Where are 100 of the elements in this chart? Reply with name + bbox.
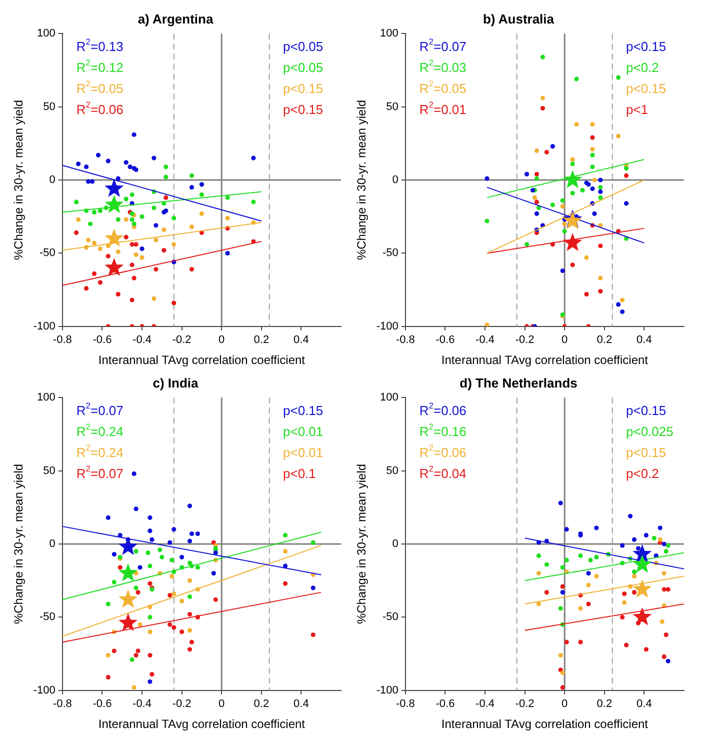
point bbox=[282, 532, 288, 538]
point bbox=[578, 606, 583, 611]
point bbox=[118, 565, 122, 570]
point bbox=[148, 581, 152, 586]
point bbox=[590, 146, 595, 152]
point bbox=[636, 546, 641, 551]
y-tick-label: -50 bbox=[382, 247, 398, 260]
annotation: p<0.15 bbox=[626, 445, 666, 460]
y-axis-title: %Change in 30-yr. mean yield bbox=[12, 100, 26, 260]
y-tick-label: 0 bbox=[49, 174, 56, 186]
point bbox=[560, 584, 565, 589]
x-tick-label: -0.2 bbox=[515, 334, 534, 346]
point bbox=[180, 554, 184, 560]
point bbox=[644, 647, 648, 652]
x-tick-label: -0.8 bbox=[396, 698, 415, 710]
point bbox=[132, 132, 136, 137]
point bbox=[106, 674, 110, 680]
x-tick-label: 0.2 bbox=[254, 334, 270, 346]
point bbox=[624, 166, 629, 171]
point bbox=[180, 598, 184, 604]
annotation: p<0.15 bbox=[626, 403, 666, 418]
point bbox=[620, 309, 625, 314]
point bbox=[310, 540, 316, 545]
point bbox=[590, 152, 595, 158]
y-tick-label: -100 bbox=[376, 684, 398, 696]
point bbox=[594, 574, 599, 579]
point bbox=[616, 75, 621, 80]
x-tick-label: 0.4 bbox=[294, 334, 309, 346]
point bbox=[189, 531, 194, 536]
point bbox=[586, 570, 591, 576]
point bbox=[92, 210, 97, 215]
point bbox=[168, 540, 172, 545]
point bbox=[211, 570, 216, 576]
point bbox=[160, 554, 164, 560]
point bbox=[164, 195, 168, 200]
point bbox=[598, 276, 603, 280]
point bbox=[660, 619, 664, 624]
point bbox=[132, 685, 136, 690]
point bbox=[598, 288, 603, 294]
point bbox=[560, 685, 565, 690]
point bbox=[534, 148, 540, 154]
x-tick-label: 0 bbox=[218, 334, 225, 346]
y-tick-label: -100 bbox=[33, 320, 56, 332]
point bbox=[92, 271, 97, 276]
point bbox=[570, 262, 575, 268]
point bbox=[112, 648, 116, 654]
point bbox=[570, 157, 575, 162]
point bbox=[187, 504, 192, 508]
point bbox=[187, 612, 192, 617]
point bbox=[632, 537, 637, 542]
y-tick-label: 0 bbox=[49, 538, 56, 550]
x-tick-label: 0 bbox=[218, 698, 225, 710]
point bbox=[106, 254, 110, 258]
point bbox=[150, 672, 154, 677]
point bbox=[162, 227, 166, 232]
point bbox=[570, 190, 575, 196]
point bbox=[574, 76, 579, 82]
point bbox=[282, 549, 288, 554]
point bbox=[134, 652, 138, 658]
point bbox=[134, 506, 138, 512]
point bbox=[96, 152, 101, 158]
point bbox=[189, 173, 194, 178]
point bbox=[152, 156, 156, 160]
point bbox=[148, 630, 152, 634]
x-tick-label: 0.2 bbox=[596, 334, 612, 346]
point bbox=[189, 267, 194, 272]
point bbox=[162, 248, 166, 253]
point bbox=[106, 652, 110, 658]
x-axis-title: Interannual TAvg correlation coefficient bbox=[441, 353, 649, 368]
point bbox=[195, 531, 200, 536]
point bbox=[586, 582, 591, 588]
y-tick-label: 50 bbox=[386, 464, 398, 477]
point bbox=[532, 195, 538, 200]
point bbox=[620, 543, 625, 548]
point bbox=[98, 246, 103, 252]
point bbox=[138, 622, 142, 627]
x-tick-label: -0.2 bbox=[172, 698, 192, 710]
point bbox=[564, 640, 569, 644]
point bbox=[534, 211, 540, 216]
y-tick-label: -100 bbox=[376, 320, 398, 332]
point bbox=[594, 526, 599, 530]
point bbox=[624, 642, 629, 648]
annotation: p<0.2 bbox=[626, 60, 659, 76]
annotation: p<0.01 bbox=[283, 424, 324, 440]
point bbox=[104, 178, 124, 197]
point bbox=[584, 255, 589, 260]
chart-title: d) The Netherlands bbox=[460, 375, 578, 390]
point bbox=[662, 654, 666, 660]
point bbox=[116, 217, 120, 222]
x-tick-label: -0.4 bbox=[476, 698, 494, 710]
x-tick-label: -0.6 bbox=[436, 334, 455, 346]
point bbox=[524, 172, 530, 176]
point bbox=[624, 173, 629, 178]
point bbox=[632, 554, 652, 573]
point bbox=[140, 255, 144, 260]
point bbox=[666, 587, 670, 592]
point bbox=[558, 500, 563, 506]
point bbox=[104, 258, 124, 276]
point bbox=[560, 198, 565, 203]
point bbox=[172, 300, 176, 306]
